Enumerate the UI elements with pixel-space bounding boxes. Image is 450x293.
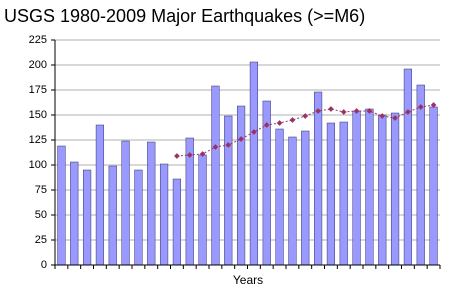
trend-marker [186, 152, 193, 158]
bar [313, 91, 323, 266]
bar [134, 169, 143, 266]
trend-marker [276, 120, 283, 126]
y-tick-label: 175 [29, 84, 47, 96]
bar [70, 161, 79, 266]
y-tick-label: 50 [35, 209, 47, 221]
trend-marker [366, 108, 373, 114]
bar [326, 122, 336, 266]
trend-marker [251, 129, 257, 135]
bar [57, 145, 66, 266]
bar [365, 108, 374, 266]
trend-marker [328, 106, 334, 112]
trend-marker [405, 109, 411, 115]
trend-marker [430, 102, 437, 108]
bar [95, 124, 105, 266]
bar [82, 169, 92, 266]
trend-marker [289, 117, 296, 123]
bar [301, 130, 310, 266]
trend-marker [302, 113, 309, 119]
y-tick-label: 0 [41, 259, 47, 271]
y-tick-label: 200 [29, 59, 47, 71]
bar [108, 165, 117, 266]
trend-marker [417, 104, 424, 110]
y-tick-label: 100 [29, 159, 47, 171]
chart-title: USGS 1980-2009 Major Earthquakes (>=M6) [4, 6, 365, 26]
bar [288, 136, 297, 266]
x-axis-label: Years [233, 273, 263, 287]
trend-marker [315, 108, 321, 114]
bar [275, 128, 284, 266]
bar [198, 154, 207, 266]
bar [121, 140, 130, 266]
bar [159, 163, 169, 266]
bar [378, 114, 387, 266]
trend-marker [225, 142, 232, 148]
bar [339, 121, 348, 266]
trend-marker [238, 136, 244, 142]
bar [352, 110, 361, 266]
y-tick-label: 125 [29, 134, 47, 146]
y-tick-label: 75 [35, 184, 47, 196]
trend-marker [263, 122, 270, 128]
trend-marker [174, 153, 180, 159]
y-tick-label: 25 [35, 234, 47, 246]
bar [416, 84, 425, 266]
bar [147, 141, 156, 266]
bar [224, 115, 233, 266]
trend-marker [340, 109, 347, 115]
y-tick-label: 150 [29, 109, 47, 121]
trend-marker [199, 151, 206, 157]
bar [211, 85, 220, 266]
trend-marker [379, 113, 386, 119]
trend-marker [353, 108, 360, 114]
trend-marker [212, 144, 219, 150]
bar [429, 106, 438, 266]
bar [236, 105, 246, 266]
y-tick-label: 225 [29, 34, 47, 46]
bar [403, 68, 413, 266]
bar [390, 112, 400, 266]
trend-marker [392, 115, 398, 121]
bar [249, 61, 259, 266]
bar [172, 178, 182, 266]
